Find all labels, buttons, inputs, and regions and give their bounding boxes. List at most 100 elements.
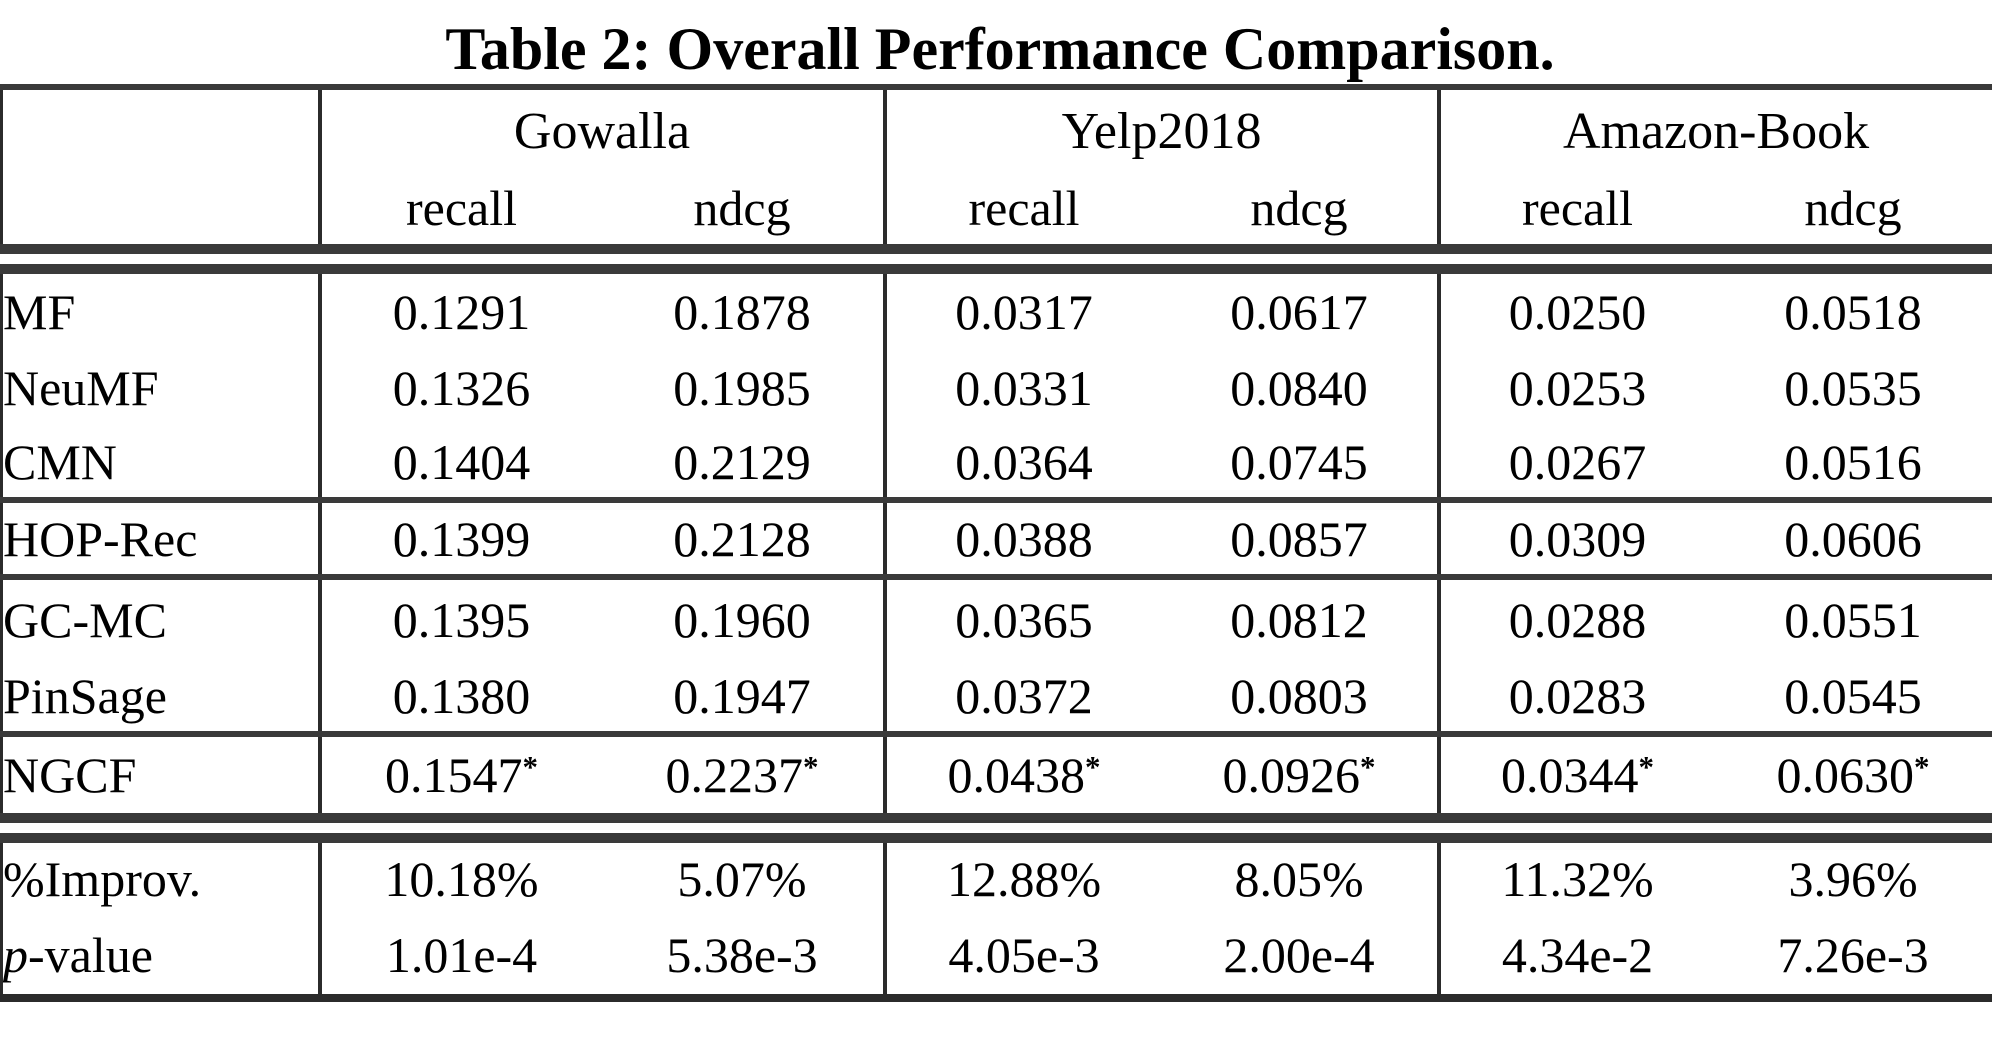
- corner-cell: [1, 172, 322, 274]
- metric-cell: 1.01e-4: [385, 926, 538, 983]
- table-row-gc-mc: GC-MC 0.1395 0.1960 0.0365 0.0812 0.0288…: [1, 577, 1992, 660]
- table-row-improvement: %Improv. 10.18% 5.07% 12.88% 8.05% 11.32…: [1, 828, 1992, 915]
- metric-value: 0.2237: [665, 747, 804, 803]
- performance-table: Gowalla Yelp2018 Amazon-Book recall ndcg…: [0, 84, 1992, 1002]
- metric-cell: 0.0926*: [1161, 734, 1441, 843]
- metric-cell: 0.0364: [884, 426, 1162, 503]
- metric-cell: 0.0857: [1161, 500, 1441, 580]
- p-value-suffix: -value: [28, 926, 153, 983]
- metric-cell: 0.0617: [1161, 259, 1441, 350]
- metric-value: 0.0926: [1222, 747, 1361, 803]
- metric-cell: 4.05e-3: [948, 926, 1100, 983]
- table-row-p-value: p-value 1.01e-4 5.38e-3 4.05e-3 2.00e-4 …: [1, 915, 1992, 998]
- metric-cell: 5.38e-3: [601, 915, 887, 998]
- metric-cell: 0.0606: [1714, 500, 1992, 580]
- metric-cell: 0.0518: [1784, 284, 1922, 340]
- significance-star: *: [1638, 748, 1655, 784]
- row-label-p-value: p-value: [1, 915, 322, 998]
- metric-cell: 0.1404: [319, 426, 602, 503]
- metric-header-recall: recall: [884, 172, 1162, 274]
- metric-header-ndcg: ndcg: [601, 172, 887, 274]
- metric-value: 0.1547: [385, 747, 523, 803]
- metric-cell: 0.1291: [392, 284, 531, 340]
- metric-cell: 0.0372: [884, 660, 1162, 737]
- metric-cell: 12.88%: [946, 851, 1102, 907]
- row-label-gc-mc: GC-MC: [1, 577, 322, 660]
- metric-cell: 0.1380: [319, 660, 602, 737]
- metric-cell: 0.1985: [601, 350, 887, 426]
- metric-cell: 3.96%: [1788, 851, 1918, 907]
- metric-cell: 0.0535: [1784, 360, 1922, 416]
- metric-header-recall: recall: [1438, 172, 1715, 274]
- metric-cell: 0.1947: [601, 660, 887, 737]
- metric-header-recall: recall: [319, 172, 602, 274]
- metric-cell: 0.1547*: [319, 734, 602, 843]
- corner-cell: [1, 87, 322, 172]
- col-header-yelp2018: Yelp2018: [884, 87, 1441, 172]
- metric-cell: 0.0253: [1508, 360, 1647, 416]
- row-label-mf: MF: [1, 259, 322, 350]
- metric-cell: 8.05%: [1161, 828, 1441, 915]
- metric-cell: 0.0745: [1161, 426, 1441, 503]
- metric-cell: 0.0317: [955, 284, 1093, 340]
- metric-cell: 2.00e-4: [1161, 915, 1441, 998]
- metric-cell: 0.0551: [1784, 592, 1922, 648]
- metric-header-ndcg: ndcg: [1161, 172, 1441, 274]
- col-header-amazon-book: Amazon-Book: [1562, 102, 1870, 160]
- metric-value: 0.0630: [1776, 747, 1915, 803]
- significance-star: *: [1360, 748, 1376, 784]
- metric-cell: 0.0250: [1508, 284, 1647, 340]
- metric-cell: 0.0344*: [1438, 734, 1715, 843]
- metric-cell: 0.0516: [1714, 426, 1992, 503]
- metric-cell: 0.0365: [955, 592, 1093, 648]
- metric-cell: 0.0545: [1714, 660, 1992, 737]
- metric-cell: 0.1326: [392, 360, 531, 416]
- significance-star: *: [522, 748, 539, 784]
- header-row-datasets: Gowalla Yelp2018 Amazon-Book: [1, 87, 1992, 172]
- metric-cell: 0.1399: [319, 500, 602, 580]
- metric-header-ndcg: ndcg: [1714, 172, 1992, 274]
- metric-cell: 5.07%: [601, 828, 887, 915]
- table-row-ngcf: NGCF 0.1547* 0.2237* 0.0438* 0.0926* 0.0…: [1, 734, 1992, 843]
- metric-cell: 0.0283: [1438, 660, 1715, 737]
- table-row-mf: MF 0.1291 0.1878 0.0317 0.0617 0.0250 0.…: [1, 259, 1992, 350]
- table-row-hop-rec: HOP-Rec 0.1399 0.2128 0.0388 0.0857 0.03…: [1, 500, 1992, 580]
- metric-cell: 0.0840: [1161, 350, 1441, 426]
- metric-cell: 0.0438*: [884, 734, 1162, 843]
- metric-cell: 0.2237*: [601, 734, 887, 843]
- row-label-pinsage: PinSage: [1, 660, 322, 737]
- metric-cell: 0.0331: [955, 360, 1093, 416]
- row-label-ngcf: NGCF: [1, 734, 322, 843]
- metric-value: 0.0344: [1501, 747, 1639, 803]
- metric-cell: 0.0267: [1438, 426, 1715, 503]
- table-row-pinsage: PinSage 0.1380 0.1947 0.0372 0.0803 0.02…: [1, 660, 1992, 737]
- metric-cell: 0.0803: [1161, 660, 1441, 737]
- col-header-gowalla: Gowalla: [319, 87, 887, 172]
- table-row-cmn: CMN 0.1404 0.2129 0.0364 0.0745 0.0267 0…: [1, 426, 1992, 503]
- table-caption: Table 2: Overall Performance Comparison.: [445, 16, 1555, 82]
- metric-cell: 0.0630*: [1714, 734, 1992, 843]
- metric-value: 0.0438: [947, 747, 1086, 803]
- metric-cell: 0.2128: [601, 500, 887, 580]
- metric-cell: 0.1878: [601, 259, 887, 350]
- header-row-metrics: recall ndcg recall ndcg recall ndcg: [1, 172, 1992, 274]
- metric-cell: 0.2129: [601, 426, 887, 503]
- table-row-neumf: NeuMF 0.1326 0.1985 0.0331 0.0840 0.0253…: [1, 350, 1992, 426]
- row-label-cmn: CMN: [1, 426, 322, 503]
- metric-cell: 0.0812: [1161, 577, 1441, 660]
- significance-star: *: [1914, 748, 1930, 784]
- row-label-neumf: NeuMF: [1, 350, 322, 426]
- p-italic: p: [3, 926, 28, 983]
- metric-cell: 4.34e-2: [1501, 926, 1654, 983]
- metric-cell: 10.18%: [384, 851, 539, 907]
- metric-cell: 0.0288: [1508, 592, 1647, 648]
- metric-cell: 0.0388: [884, 500, 1162, 580]
- metric-cell: 7.26e-3: [1777, 926, 1929, 983]
- metric-cell: 0.1960: [601, 577, 887, 660]
- significance-star: *: [803, 748, 819, 784]
- row-label-improvement: %Improv.: [1, 828, 322, 915]
- row-label-hop-rec: HOP-Rec: [1, 500, 322, 580]
- metric-cell: 0.1395: [392, 592, 531, 648]
- significance-star: *: [1085, 748, 1101, 784]
- metric-cell: 0.0309: [1438, 500, 1715, 580]
